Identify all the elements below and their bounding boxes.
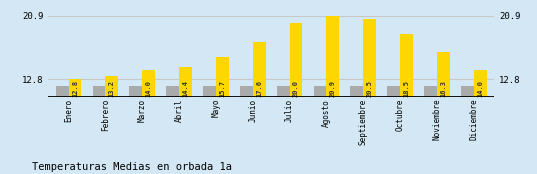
Bar <box>363 19 376 97</box>
Text: 12.8: 12.8 <box>72 80 78 97</box>
Bar <box>216 57 229 97</box>
Bar <box>277 86 289 97</box>
Text: 20.9: 20.9 <box>330 80 336 97</box>
Bar <box>142 70 155 97</box>
Bar <box>474 70 487 97</box>
Bar <box>314 86 326 97</box>
Bar <box>253 42 266 97</box>
Bar <box>350 86 363 97</box>
Bar <box>240 86 253 97</box>
Text: Temperaturas Medias en orbada 1a: Temperaturas Medias en orbada 1a <box>32 162 232 172</box>
Bar <box>461 86 474 97</box>
Text: 14.0: 14.0 <box>146 80 152 97</box>
Bar <box>179 67 192 97</box>
Bar <box>105 76 118 97</box>
Text: 20.5: 20.5 <box>367 80 373 97</box>
Bar <box>424 86 437 97</box>
Text: 17.6: 17.6 <box>256 80 262 97</box>
Text: 14.4: 14.4 <box>183 80 188 97</box>
Bar <box>203 86 216 97</box>
Bar <box>326 16 339 97</box>
Text: 15.7: 15.7 <box>220 80 226 97</box>
Text: 20.0: 20.0 <box>293 80 299 97</box>
Bar <box>400 34 413 97</box>
Bar <box>92 86 105 97</box>
Bar <box>387 86 400 97</box>
Bar <box>69 79 82 97</box>
Bar <box>289 23 302 97</box>
Bar <box>166 86 179 97</box>
Text: 16.3: 16.3 <box>440 80 446 97</box>
Bar <box>437 52 450 97</box>
Text: 14.0: 14.0 <box>477 80 483 97</box>
Bar <box>129 86 142 97</box>
Text: 13.2: 13.2 <box>109 80 115 97</box>
Text: 18.5: 18.5 <box>404 80 410 97</box>
Bar <box>56 86 69 97</box>
